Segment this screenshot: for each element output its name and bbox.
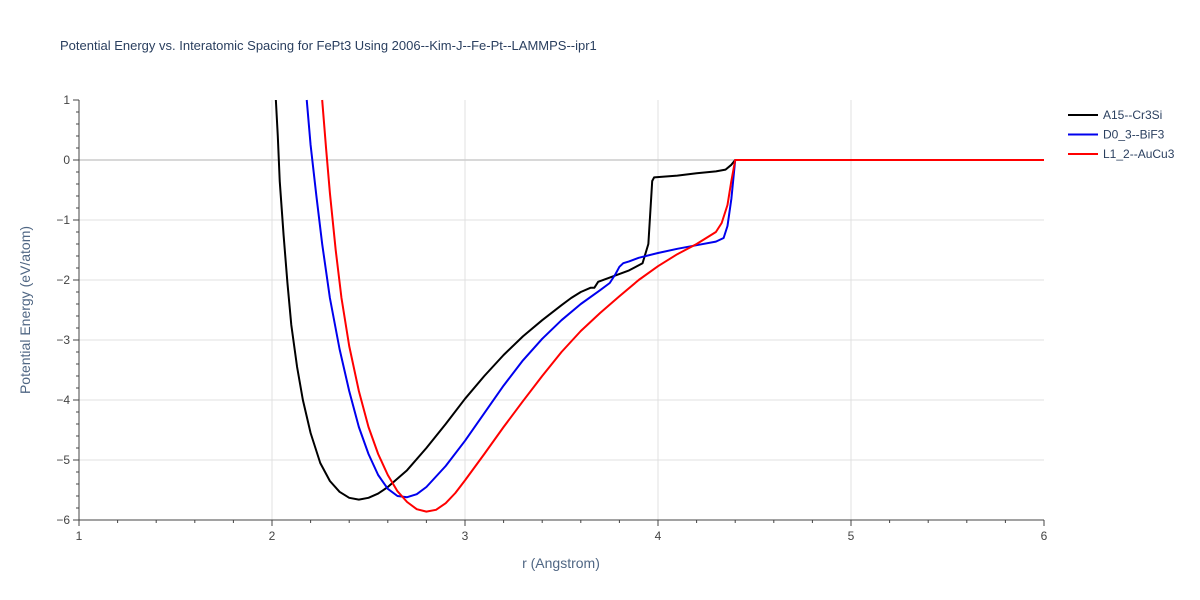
y-axis-title: Potential Energy (eV/atom) bbox=[17, 226, 33, 394]
x-tick-label: 6 bbox=[1041, 529, 1048, 543]
x-axis-title: r (Angstrom) bbox=[522, 555, 600, 571]
x-tick-label: 2 bbox=[269, 529, 276, 543]
y-tick-label: −3 bbox=[56, 333, 70, 347]
y-tick-label: −4 bbox=[56, 393, 70, 407]
y-tick-label: −2 bbox=[56, 273, 70, 287]
grid-layer bbox=[79, 100, 1044, 520]
axes-layer bbox=[73, 99, 1045, 526]
legend-label: L1_2--AuCu3 bbox=[1103, 147, 1175, 161]
series-layer bbox=[274, 99, 1044, 513]
legend-item[interactable]: L1_2--AuCu3 bbox=[1068, 147, 1175, 161]
legend-item[interactable]: D0_3--BiF3 bbox=[1068, 128, 1165, 142]
x-tick-label: 1 bbox=[76, 529, 83, 543]
series-line-1[interactable] bbox=[274, 99, 1044, 501]
tick-label-layer: 1 2 3 4 5 6 1 0 −1 −2 −3 −4 −5 −6 bbox=[56, 93, 1047, 543]
y-tick-label: 0 bbox=[63, 153, 70, 167]
y-tick-label: −6 bbox=[56, 513, 70, 527]
y-tick-label: −1 bbox=[56, 213, 70, 227]
legend-label: D0_3--BiF3 bbox=[1103, 128, 1165, 142]
x-tick-label: 4 bbox=[655, 529, 662, 543]
y-tick-label: 1 bbox=[63, 93, 70, 107]
legend-label: A15--Cr3Si bbox=[1103, 108, 1162, 122]
x-tick-label: 5 bbox=[848, 529, 855, 543]
legend-item[interactable]: A15--Cr3Si bbox=[1068, 108, 1162, 122]
legend[interactable]: A15--Cr3Si D0_3--BiF3 L1_2--AuCu3 bbox=[1068, 108, 1175, 161]
x-tick-label: 3 bbox=[462, 529, 469, 543]
series-line-3[interactable] bbox=[321, 99, 1044, 513]
y-tick-label: −5 bbox=[56, 453, 70, 467]
chart-title: Potential Energy vs. Interatomic Spacing… bbox=[60, 38, 597, 53]
